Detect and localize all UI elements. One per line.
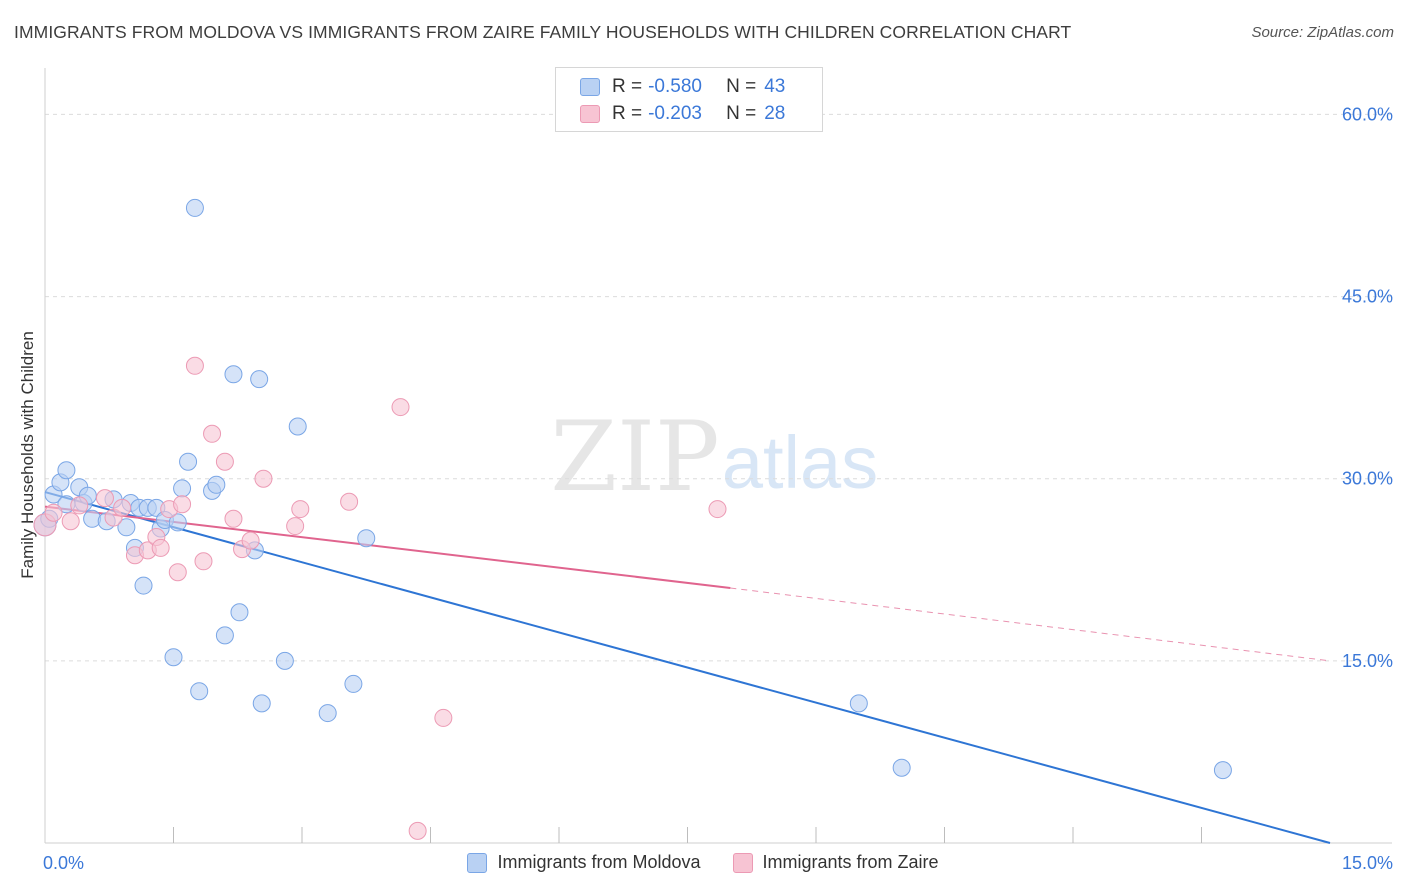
moldova-point	[134, 576, 153, 595]
zaire-legend-swatch	[732, 852, 753, 873]
zaire-point	[291, 500, 310, 519]
zaire-point	[254, 469, 273, 488]
zaire-swatch	[580, 105, 600, 123]
zaire-point	[408, 821, 427, 840]
moldova-point	[250, 370, 269, 389]
zaire-point	[61, 512, 80, 531]
moldova-point	[288, 417, 307, 436]
zaire-point	[70, 496, 89, 515]
moldova-point	[252, 694, 271, 713]
moldova-point	[275, 651, 294, 670]
moldova-legend-swatch	[467, 852, 488, 873]
zaire-point	[95, 489, 114, 508]
x-tick-label: 0.0%	[43, 853, 84, 873]
moldova-point	[168, 513, 187, 532]
moldova-point	[207, 475, 226, 494]
y-tick-label: 45.0%	[1342, 287, 1393, 307]
moldova-point	[185, 198, 204, 217]
watermark-zip: ZIP	[550, 401, 719, 513]
zaire-point	[434, 708, 453, 727]
zaire-legend-label: Immigrants from Zaire	[762, 852, 939, 872]
x-tick-label: 15.0%	[1342, 853, 1393, 873]
source-label: Source: ZipAtlas.com	[1251, 24, 1394, 41]
moldova-point	[117, 518, 136, 537]
zaire-point	[194, 552, 213, 571]
watermark: ZIP atlas	[550, 401, 878, 513]
moldova-legend-label: Immigrants from Moldova	[497, 852, 701, 872]
zaire-point	[44, 503, 63, 522]
zaire-point	[113, 498, 132, 517]
zaire-n-value: 28	[764, 103, 786, 124]
y-tick-label: 15.0%	[1342, 651, 1393, 671]
legend-item-moldova[interactable]: Immigrants from Moldova	[467, 852, 701, 873]
moldova-point	[190, 682, 209, 701]
moldova-point	[357, 529, 376, 548]
moldova-point	[892, 758, 911, 777]
legend-row-moldova: R = -0.580 N = 43	[580, 75, 785, 99]
moldova-point	[173, 479, 192, 498]
moldova-n-label: N =	[726, 76, 757, 97]
zaire-point	[224, 509, 243, 528]
zaire-r-value: -0.203	[648, 103, 702, 124]
moldova-point	[224, 365, 243, 384]
zaire-point	[340, 492, 359, 511]
zaire-point	[286, 517, 305, 536]
moldova-point	[318, 704, 337, 723]
zaire-point	[151, 538, 170, 557]
moldova-r-value: -0.580	[648, 76, 702, 97]
zaire-point	[173, 495, 192, 514]
moldova-r-label: R =	[612, 76, 643, 97]
zaire-r-label: R =	[612, 103, 643, 124]
moldova-point	[57, 461, 76, 480]
y-tick-label: 60.0%	[1342, 104, 1393, 124]
zaire-point	[203, 424, 222, 443]
stats-legend: R = -0.580 N = 43 R = -0.203 N = 28	[555, 67, 823, 132]
series-legend: Immigrants from Moldova Immigrants from …	[0, 852, 1406, 873]
legend-row-zaire: R = -0.203 N = 28	[580, 102, 785, 126]
zaire-point	[215, 452, 234, 471]
legend-item-zaire[interactable]: Immigrants from Zaire	[732, 852, 939, 873]
chart-title: IMMIGRANTS FROM MOLDOVA VS IMMIGRANTS FR…	[14, 22, 1072, 42]
zaire-point	[168, 563, 187, 582]
zaire-point	[391, 398, 410, 417]
moldova-point	[344, 674, 363, 693]
y-tick-label: 30.0%	[1342, 469, 1393, 489]
zaire-point	[241, 531, 260, 550]
moldova-point	[1213, 761, 1232, 780]
moldova-point	[849, 694, 868, 713]
moldova-point	[179, 452, 198, 471]
zaire-point	[185, 356, 204, 375]
zaire-point	[708, 500, 727, 519]
zaire-trend-extension	[730, 587, 1331, 662]
moldova-point	[215, 626, 234, 645]
moldova-point	[164, 648, 183, 667]
moldova-swatch	[580, 78, 600, 96]
zaire-n-label: N =	[726, 103, 757, 124]
moldova-point	[230, 603, 249, 622]
watermark-atlas: atlas	[722, 421, 878, 504]
moldova-n-value: 43	[764, 76, 786, 97]
